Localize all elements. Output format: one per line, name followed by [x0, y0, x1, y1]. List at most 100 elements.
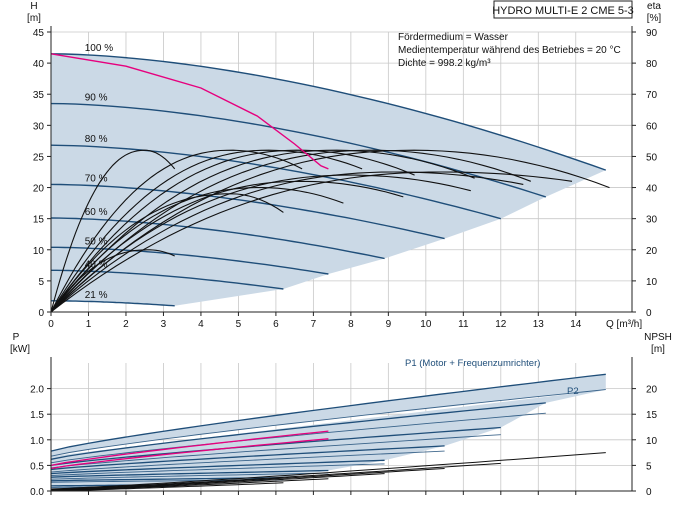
max-efficiency-power-curve: [50, 438, 329, 470]
x-tick-label: 12: [495, 319, 507, 330]
y-tick-label-left: 30: [33, 121, 45, 132]
y-tick-label-left-bottom: 2.0: [30, 385, 44, 396]
efficiency-curve: [50, 171, 573, 313]
y-tick-label-left-bottom: 1.5: [30, 410, 44, 421]
y-axis-unit-left-bottom: [kW]: [10, 344, 30, 355]
efficiency-curve: [50, 149, 531, 313]
y-axis-label-left-bottom: P: [13, 332, 20, 343]
x-tick-label: 10: [420, 319, 432, 330]
max-efficiency-power-curve: [50, 430, 329, 467]
speed-label: 80 %: [85, 134, 108, 145]
speed-curve-70pct: [50, 183, 445, 240]
efficiency-curve: [50, 149, 415, 313]
npsh-curve: [50, 473, 385, 491]
speed-label: 70 %: [85, 173, 108, 184]
power-p1-curve: [50, 373, 606, 452]
npsh-curve: [50, 482, 284, 492]
npsh-curve: [50, 462, 501, 490]
efficiency-curve: [50, 171, 524, 313]
speed-label: 60 %: [85, 207, 108, 218]
y-tick-label-right: 50: [646, 152, 658, 163]
npsh-curve: [50, 452, 606, 490]
y-tick-label-right-bottom: 20: [646, 385, 658, 396]
info-line-temperature: Medientemperatur während des Betriebes =…: [398, 45, 621, 56]
x-tick-label: 0: [48, 319, 54, 330]
npsh-curve: [50, 468, 445, 491]
y-tick-label-right: 10: [646, 277, 658, 288]
speed-label: 21 %: [85, 290, 108, 301]
y-tick-label-right-bottom: 0: [646, 487, 652, 498]
y-tick-label-left-bottom: 0.5: [30, 461, 44, 472]
power-p1-curve: [50, 459, 385, 475]
y-tick-label-right: 20: [646, 246, 658, 257]
efficiency-curve: [50, 149, 610, 313]
power-p1-curve: [50, 402, 546, 460]
y-tick-label-right: 70: [646, 90, 658, 101]
speed-label: 90 %: [85, 93, 108, 104]
npsh-curve: [50, 478, 329, 492]
axis-layer: [47, 26, 636, 495]
y-tick-label-right: 30: [646, 215, 658, 226]
speed-curve-21pct: [51, 300, 175, 307]
y-axis-unit-right: [%]: [647, 13, 662, 24]
efficiency-curve: [50, 187, 344, 313]
power-p2-curve: [50, 463, 385, 477]
speed-curve-50pct: [51, 246, 329, 275]
power-p1-curve: [50, 426, 501, 467]
y-axis-unit-right-bottom: [m]: [651, 344, 665, 355]
efficiency-curve: [50, 149, 363, 313]
y-tick-label-right: 0: [646, 308, 652, 319]
y-tick-label-left: 0: [38, 308, 44, 319]
x-tick-label: 4: [198, 319, 204, 330]
efficiency-curve: [50, 149, 303, 313]
speed-curve-80pct: [50, 144, 501, 220]
x-tick-label: 14: [570, 319, 582, 330]
operating-envelope-top: [51, 53, 606, 306]
speed-label: 100 %: [85, 43, 113, 54]
chart-title: HYDRO MULTI-E 2 CME 5-3: [492, 5, 634, 17]
y-tick-label-right: 80: [646, 59, 658, 70]
y-tick-label-left: 5: [38, 277, 44, 288]
power-p1-curve: [50, 469, 329, 478]
x-tick-label: 2: [123, 319, 129, 330]
y-tick-label-right-bottom: 15: [646, 410, 658, 421]
y-tick-label-right: 40: [646, 184, 658, 195]
y-axis-label-right: eta: [647, 1, 661, 12]
operating-envelope-bottom: [51, 374, 606, 457]
speed-label: 50 %: [85, 236, 108, 247]
power-p2-curve: [50, 472, 329, 480]
x-tick-label: 13: [533, 319, 545, 330]
x-tick-label: 8: [348, 319, 354, 330]
x-tick-label: 1: [86, 319, 92, 330]
y-tick-label-right: 60: [646, 121, 658, 132]
efficiency-curve: [50, 180, 404, 313]
y-axis-label-right-bottom: NPSH: [644, 332, 672, 343]
power-p1-curve: [50, 445, 445, 471]
annotation-p2: P2: [567, 386, 579, 397]
x-tick-label: 9: [386, 319, 392, 330]
power-p2-curve: [50, 412, 546, 464]
y-tick-label-right-bottom: 10: [646, 436, 658, 447]
y-tick-label-left: 25: [33, 152, 45, 163]
power-p2-curve: [50, 434, 501, 469]
power-p2-curve: [50, 389, 606, 457]
x-tick-label: 6: [273, 319, 279, 330]
x-axis-label: Q [m³/h]: [606, 319, 642, 330]
y-tick-label-left-bottom: 0.0: [30, 487, 44, 498]
title-box: [493, 0, 633, 19]
y-tick-label-right-bottom: 5: [646, 461, 652, 472]
info-line-medium: Fördermedium = Wasser: [398, 32, 509, 43]
y-tick-label-left: 35: [33, 90, 45, 101]
speed-label: 40 %: [85, 259, 108, 270]
y-tick-label-left: 10: [33, 246, 45, 257]
speed-curve-100pct: [50, 53, 607, 171]
info-line-density: Dichte = 998.2 kg/m³: [398, 58, 491, 69]
y-axis-unit-left: [m]: [27, 13, 41, 24]
y-tick-label-left: 15: [33, 215, 45, 226]
efficiency-curve: [50, 174, 471, 313]
x-tick-label: 11: [458, 319, 469, 330]
x-tick-label: 7: [311, 319, 317, 330]
label-layer: 100 % 90 % 80 % 70 % 60 % 50 % 40 % 21 % P1 (Mot…: [10, 1, 672, 498]
